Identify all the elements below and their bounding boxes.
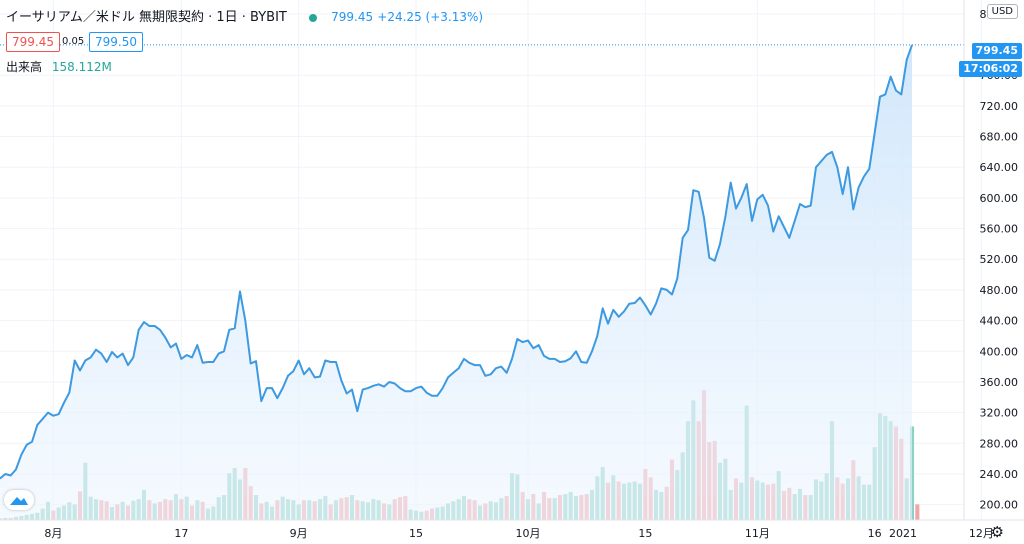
y-tick-label: 440.00 (980, 315, 1019, 328)
spread-value: 0.05 (62, 36, 85, 47)
buy-price-button[interactable]: 799.50 (89, 32, 143, 52)
y-tick-label: 560.00 (980, 223, 1019, 236)
last-price: 799.45 (331, 10, 374, 24)
price-change: +24.25 (+3.13%) (377, 10, 484, 24)
y-tick-label: 240.00 (980, 468, 1019, 481)
x-tick-label: 11月 (745, 527, 770, 540)
y-tick-label: 720.00 (980, 100, 1019, 113)
volume-legend: 出来高 158.112M (6, 58, 112, 75)
currency-button[interactable]: USD (986, 4, 1018, 19)
y-tick-label: 280.00 (980, 437, 1019, 450)
tradingview-logo[interactable] (4, 490, 34, 510)
chart-header: イーサリアム／米ドル 無期限契約 · 1日 · BYBIT 799.45 +24… (6, 6, 483, 25)
y-tick-label: 200.00 (980, 499, 1019, 512)
y-tick-label: 680.00 (980, 131, 1019, 144)
gear-icon[interactable]: ⚙ (990, 523, 1004, 541)
logo-icon (10, 497, 28, 505)
x-tick-label: 12月 (969, 527, 994, 540)
price-line (0, 44, 913, 480)
x-tick-label: 16 (868, 527, 882, 540)
volume-value: 158.112M (51, 60, 112, 74)
y-tick-label: 360.00 (980, 376, 1019, 389)
x-tick-label: 10月 (516, 527, 541, 540)
last-price-tag: 799.45 (971, 43, 1022, 59)
volume-bar (915, 504, 920, 520)
x-tick-label: 15 (638, 527, 652, 540)
bar-countdown-tag: 17:06:02 (959, 61, 1022, 77)
volume-label[interactable]: 出来高 (6, 60, 43, 74)
price-area-fill (0, 44, 912, 521)
sell-price-button[interactable]: 799.45 (6, 32, 60, 52)
x-tick-label: 15 (409, 527, 423, 540)
x-tick-label: 8月 (44, 527, 62, 540)
symbol-title[interactable]: イーサリアム／米ドル 無期限契約 · 1日 · BYBIT (6, 10, 287, 25)
market-status-icon (309, 13, 318, 22)
y-tick-label: 320.00 (980, 407, 1019, 420)
price-axis[interactable]: 200.00 240.00 280.00 320.00 360.00 400.00 440.… (980, 8, 1019, 512)
y-tick-label: 480.00 (980, 284, 1019, 297)
x-tick-label: 9月 (290, 527, 308, 540)
y-tick-label: 520.00 (980, 253, 1019, 266)
time-axis[interactable]: 8月179月1510月1511月1612月152021 (44, 527, 1024, 540)
y-tick-label: 640.00 (980, 161, 1019, 174)
y-tick-label: 600.00 (980, 192, 1019, 205)
y-tick-label: 400.00 (980, 345, 1019, 358)
x-tick-label: 2021 (889, 527, 917, 540)
x-tick-label: 17 (174, 527, 188, 540)
